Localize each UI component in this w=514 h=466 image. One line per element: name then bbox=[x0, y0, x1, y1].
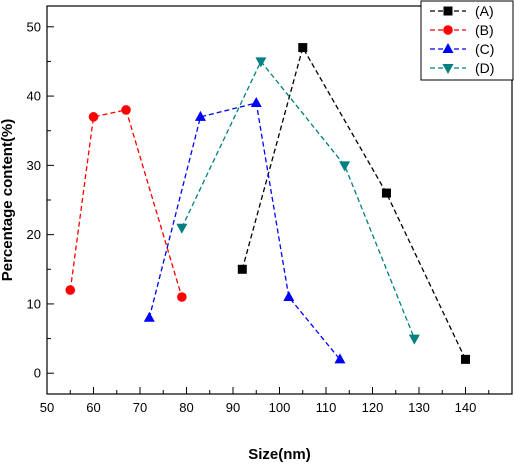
series-line bbox=[148, 102, 341, 360]
series-3 bbox=[176, 57, 420, 345]
data-point bbox=[177, 292, 187, 302]
y-tick-label: 10 bbox=[27, 296, 41, 311]
legend-marker bbox=[442, 43, 454, 53]
x-tick-label: 140 bbox=[455, 400, 477, 415]
legend-label: (B) bbox=[475, 22, 494, 38]
legend-marker bbox=[443, 25, 453, 35]
data-point bbox=[121, 105, 131, 115]
x-tick-label: 130 bbox=[408, 400, 430, 415]
x-axis-title: Size(nm) bbox=[248, 446, 311, 463]
series-1 bbox=[65, 105, 187, 302]
x-tick-label: 120 bbox=[362, 400, 384, 415]
legend: (A) (B) (C) (D) bbox=[420, 0, 514, 81]
series-line bbox=[241, 45, 467, 360]
x-tick-label: 60 bbox=[86, 400, 100, 415]
plot-series bbox=[65, 43, 470, 364]
legend-entry: (A) bbox=[430, 3, 494, 19]
legend-entry: (D) bbox=[430, 60, 494, 76]
x-tick-label: 100 bbox=[269, 400, 291, 415]
data-point bbox=[339, 161, 351, 172]
data-point bbox=[65, 285, 76, 295]
y-tick-label: 0 bbox=[34, 366, 41, 381]
series-0 bbox=[237, 43, 470, 364]
y-tick-label: 40 bbox=[27, 89, 41, 104]
series-2 bbox=[143, 97, 346, 364]
legend-label: (A) bbox=[475, 3, 494, 19]
series-line bbox=[69, 109, 183, 298]
legend-entry: (B) bbox=[430, 22, 494, 38]
data-point bbox=[194, 110, 206, 121]
legend-entry: (C) bbox=[430, 41, 494, 57]
series-line bbox=[181, 60, 416, 339]
y-tick-label: 30 bbox=[27, 158, 41, 173]
legend-box bbox=[420, 0, 514, 81]
x-tick-label: 50 bbox=[40, 400, 54, 415]
x-tick-label: 90 bbox=[226, 400, 240, 415]
data-point bbox=[88, 112, 99, 122]
data-point bbox=[237, 264, 247, 274]
legend-label: (C) bbox=[475, 41, 494, 57]
data-point bbox=[143, 311, 155, 322]
x-tick-label: 80 bbox=[179, 400, 193, 415]
data-point bbox=[334, 353, 346, 364]
x-tick-label: 70 bbox=[133, 400, 147, 415]
x-tick-label: 110 bbox=[316, 400, 337, 415]
data-point bbox=[461, 354, 470, 364]
data-point bbox=[298, 43, 308, 53]
legend-marker bbox=[443, 6, 453, 16]
y-axis-title: Percentage content(%) bbox=[0, 119, 16, 282]
data-point bbox=[408, 334, 420, 345]
legend-label: (D) bbox=[475, 60, 494, 76]
legend-marker bbox=[442, 64, 454, 74]
data-point bbox=[283, 291, 295, 301]
data-point bbox=[250, 97, 262, 107]
axes: 50 60 70 80 90 100 110 120 130 140 0 10 20 30 40 50 bbox=[27, 5, 513, 415]
data-point bbox=[176, 223, 188, 234]
y-tick-label: 50 bbox=[27, 19, 41, 34]
data-point bbox=[255, 57, 267, 68]
data-point bbox=[381, 188, 391, 198]
y-tick-label: 20 bbox=[27, 227, 41, 242]
